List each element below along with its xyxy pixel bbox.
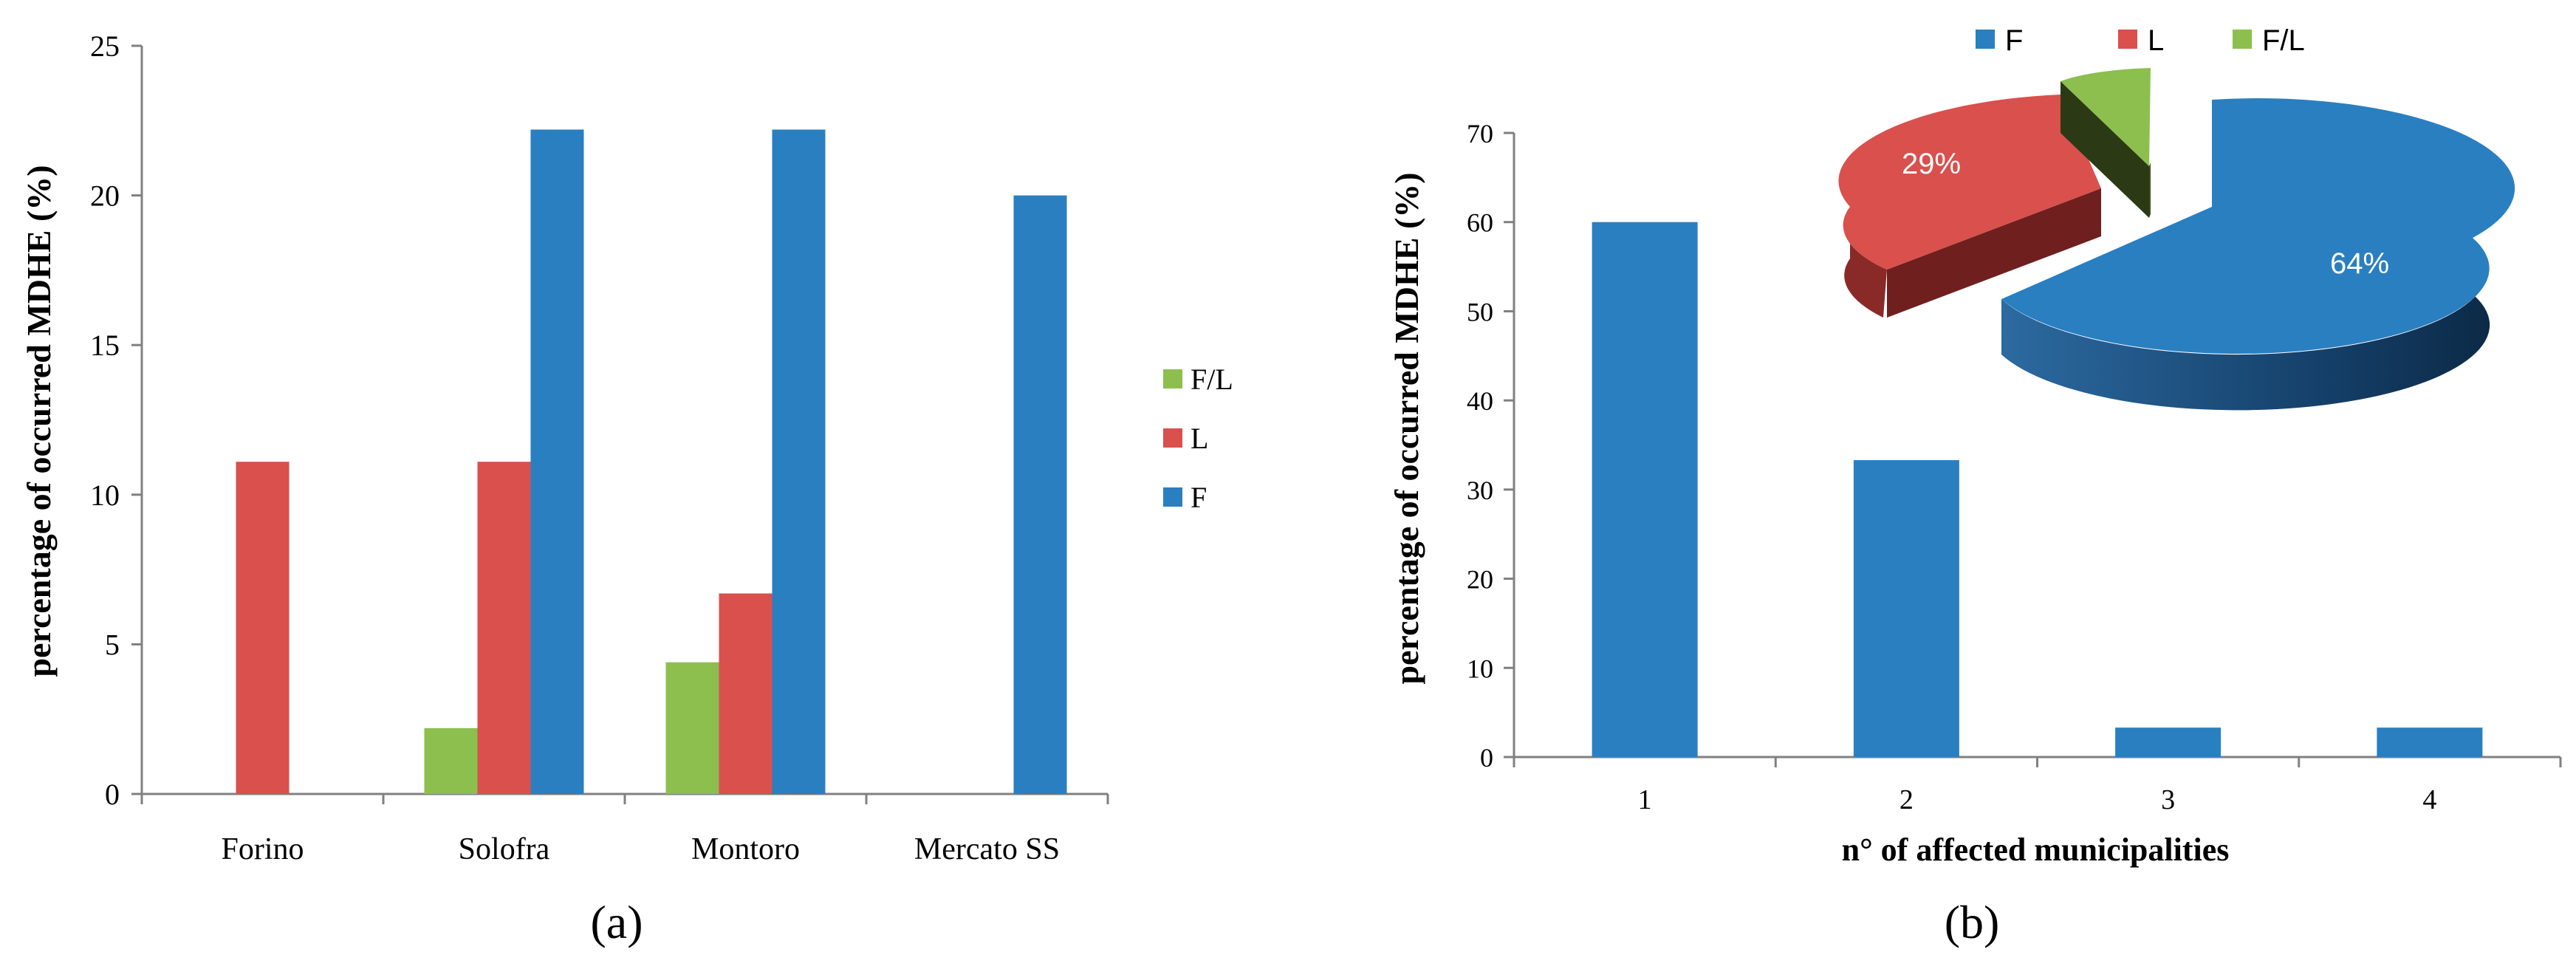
chart-a: percentage of occurred MDHE (%) 0 5 10 15 20… [20, 30, 1233, 948]
pie-legend-label: F [2005, 24, 2023, 57]
chart-a-bar-L-solofra [477, 462, 531, 794]
chart-a-xtick-label: Montoro [691, 832, 800, 866]
chart-a-legend: F/L LF [1163, 363, 1233, 514]
chart-a-xtick-label: Solofra [459, 832, 550, 866]
chart-a-panel-label: (a) [590, 896, 643, 948]
chart-a-ytick-label: 15 [90, 329, 120, 362]
chart-b-bar-4 [2377, 727, 2483, 757]
chart-b-ytick-label: 50 [1467, 297, 1493, 326]
chart-a-bar-L-montoro [719, 593, 773, 794]
chart-b-bar-1 [1592, 222, 1698, 757]
chart-a-legend-swatch [1163, 369, 1182, 388]
chart-b-xtick-label: 4 [2422, 784, 2436, 815]
chart-b-xlabel: n° of affected municipalities [1842, 832, 2230, 868]
pie-label-F: 64% [2330, 247, 2389, 280]
chart-b-ytick-label: 30 [1467, 476, 1493, 505]
pie-label-L: 29% [1902, 148, 1961, 180]
chart-a-bar-FL-solofra [424, 727, 478, 794]
chart-a-bar-F-solofra [530, 129, 584, 794]
pie-legend-label: L [2148, 24, 2164, 57]
pie-inset: F L F/L 64% [1838, 24, 2515, 411]
chart-a-legend-label: L [1191, 422, 1208, 455]
pie-slice-F [2001, 98, 2515, 411]
chart-a-legend-swatch [1163, 487, 1182, 507]
chart-a-xtick-label: Forino [221, 832, 304, 866]
chart-a-ylabel: percentage of occurred MDHE (%) [20, 165, 58, 677]
chart-b-bar-3 [2115, 727, 2222, 757]
chart-a-legend-label: F [1191, 481, 1207, 514]
chart-a-bar-F-mercato-ss [1013, 195, 1067, 795]
chart-b-xtick-label: 2 [1900, 784, 1914, 815]
chart-b-ytick-label: 60 [1467, 208, 1493, 238]
chart-a-ytick-label: 5 [105, 628, 120, 661]
chart-a-bar-FL-montoro [665, 662, 719, 794]
chart-a-ytick-label: 20 [90, 179, 120, 213]
pie-legend: F L F/L [1976, 24, 2305, 57]
chart-b-ylabel: percentage of occurred MDHE (%) [1388, 172, 1425, 684]
pie-legend-swatch [1976, 30, 1995, 49]
chart-b-panel-label: (b) [1945, 896, 2000, 948]
chart-a-ytick-label: 0 [105, 778, 120, 811]
chart-a-legend-label: F/L [1191, 363, 1233, 396]
pie-legend-swatch [2233, 30, 2252, 49]
chart-b-ytick-label: 0 [1480, 743, 1493, 773]
chart-b-xtick-label: 1 [1638, 784, 1652, 815]
chart-a-bar-F-montoro [772, 129, 826, 794]
chart-a-ytick-label: 10 [90, 479, 120, 512]
chart-b-xtick-label: 3 [2161, 784, 2175, 815]
chart-b-ytick-label: 10 [1467, 654, 1493, 683]
chart-a-xtick-label: Mercato SS [914, 832, 1060, 866]
chart-b-bar-2 [1853, 460, 1959, 757]
chart-a-ytick-label: 25 [90, 30, 120, 63]
pie-slice-L [1838, 95, 2101, 318]
pie-legend-label: F/L [2262, 24, 2305, 57]
pie-slice-FL [2061, 68, 2151, 218]
chart-b-ytick-label: 40 [1467, 386, 1493, 416]
chart-a-bar-L-forino [236, 462, 290, 794]
pie-legend-swatch [2118, 30, 2137, 49]
chart-a-legend-swatch [1163, 428, 1182, 448]
chart-b-ytick-label: 70 [1467, 119, 1493, 148]
chart-b: percentage of occurred MDHE (%) 0 10 20 30 4… [1388, 119, 2562, 948]
chart-b-ytick-label: 20 [1467, 565, 1493, 595]
